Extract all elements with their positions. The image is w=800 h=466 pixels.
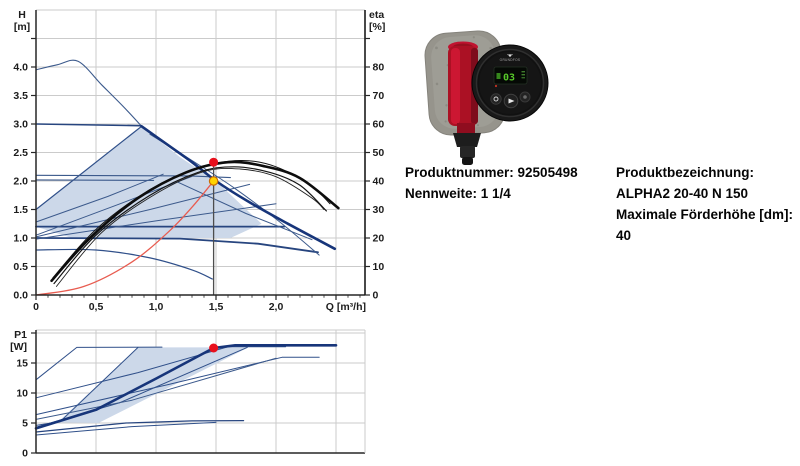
tick-label: 80: [373, 62, 385, 74]
power-curve-6: [35, 357, 277, 420]
min-speed-curve: [35, 248, 213, 280]
product-number-line: Produktnummer: 92505498: [405, 162, 578, 183]
product-info-left-column: Produktnummer: 92505498 Nennweite: 1 1/4: [405, 162, 578, 204]
cp-curve-2b: [35, 179, 155, 181]
product-designation-label: Produktbezeichnung:: [616, 165, 754, 180]
tick-label: 30: [373, 204, 385, 216]
nominal-width-label: Nennweite:: [405, 186, 478, 201]
pump-housing: [448, 41, 478, 133]
tick-label: 0: [22, 448, 28, 460]
tick-label: 0: [373, 290, 379, 302]
head-chart-operating-envelope: [36, 126, 262, 238]
head-chart-duty-markers: [208, 157, 219, 295]
tick-label: 4.0: [13, 62, 28, 74]
tick-label: 2.5: [13, 147, 28, 159]
h-axis-title: H: [18, 9, 26, 21]
p1-axis-unit: [W]: [10, 341, 27, 353]
tick-label: 1,0: [149, 301, 164, 313]
tick-label: 2.0: [13, 176, 28, 188]
tick-label: 50: [373, 147, 385, 159]
pp-curve-4: [35, 203, 277, 240]
nominal-width-value: 1 1/4: [480, 186, 511, 201]
power-curve-7: [35, 421, 217, 436]
tick-label: 0,5: [89, 301, 104, 313]
tick-label: 0.5: [13, 261, 28, 273]
tick-label: 15: [16, 358, 28, 370]
efficiency-curve-main: [50, 160, 340, 283]
product-number-label: Produktnummer:: [405, 165, 514, 180]
tick-label: 10: [16, 388, 28, 400]
power-chart-curves: [34, 344, 338, 436]
tick-label: 0.0: [13, 290, 28, 302]
speed-curve-2: [177, 181, 313, 241]
power-chart-frame: P1 [W]: [10, 329, 366, 454]
tick-label: 3.0: [13, 119, 28, 131]
status-led: [494, 84, 498, 88]
tick-label: 0: [33, 301, 39, 313]
tick-label: 1,5: [209, 301, 224, 313]
pipe-fitting: [453, 133, 481, 165]
head-chart-tick-labels: 0.0 0.5 1.0 1.5 2.0 2.5 3.0 3.5 4.0 0 10 20 30 40 50 60…: [13, 37, 385, 313]
p1-axis-title: P1: [14, 329, 27, 341]
tick-label: 2,0: [269, 301, 284, 313]
power-curve-2: [35, 346, 287, 399]
efficiency-duty-marker: [209, 157, 219, 167]
power-chart-duty-markers: [209, 343, 219, 353]
max-speed-curve-left: [35, 59, 143, 127]
mode-button: [490, 93, 502, 105]
eta-axis-title: eta: [369, 9, 384, 21]
tick-label: 60: [373, 119, 385, 131]
tick-label: 3.5: [13, 90, 28, 102]
duty-point-marker: [208, 176, 219, 186]
power-chart-tick-labels: 0 5 10 15: [16, 332, 36, 460]
control-buttons: [490, 91, 531, 109]
tick-label: 1.0: [13, 233, 28, 245]
head-chart-frame: H [m] eta [%] Q [m³/h]: [14, 9, 386, 313]
tick-label: 70: [373, 90, 385, 102]
pp-envelope-boundary: [35, 125, 143, 211]
tick-label: 1.5: [13, 204, 28, 216]
cp-curve-1b: [35, 237, 319, 254]
pp-curve-3: [35, 183, 251, 238]
product-number-value: 92505498: [517, 165, 578, 180]
svg-text:GRUNDFOS: GRUNDFOS: [500, 58, 521, 62]
h-axis-unit: [m]: [14, 21, 30, 33]
display-text: 03: [503, 73, 515, 84]
tick-label: 20: [373, 233, 385, 245]
pump-curve-charts: H [m] eta [%] Q [m³/h] 0.0 0.5 1.0 1.5 2.0 2.…: [10, 9, 386, 460]
power-curve-1: [35, 346, 163, 381]
max-head-value: 40: [616, 228, 632, 243]
control-head: GRUNDFOS 03: [471, 44, 549, 122]
efficiency-curve-3: [55, 167, 325, 287]
cp-curve-3: [35, 123, 142, 127]
system-curve: [35, 180, 215, 296]
tick-label: 40: [373, 176, 385, 188]
operating-range-shading: [36, 126, 262, 238]
tick-label: 5: [22, 418, 28, 430]
max-head-label: Maximale Förderhöhe [dm]:: [616, 207, 794, 222]
power-curve-3: [35, 356, 320, 416]
efficiency-curve-2: [53, 166, 327, 285]
power-curve-min: [35, 420, 245, 433]
display-flow-icon: [496, 73, 501, 79]
pump-display: 03: [493, 66, 528, 88]
grundfos-logo: GRUNDFOS: [500, 54, 521, 62]
power-duty-marker: [209, 343, 219, 353]
head-chart-grid: [36, 10, 365, 295]
q-axis-title: Q [m³/h]: [326, 301, 366, 313]
pump-product-image: GRUNDFOS 03: [424, 30, 549, 165]
pp-curve-1: [35, 173, 164, 223]
power-curve-selected: [34, 344, 338, 430]
tick-label: 10: [373, 261, 385, 273]
product-designation-value: ALPHA2 20-40 N 150: [616, 186, 749, 201]
product-info-right-column: Produktbezeichnung: ALPHA2 20-40 N 150 M…: [616, 162, 793, 246]
nominal-width-line: Nennweite: 1 1/4: [405, 183, 578, 204]
eta-axis-unit: [%]: [369, 21, 385, 33]
